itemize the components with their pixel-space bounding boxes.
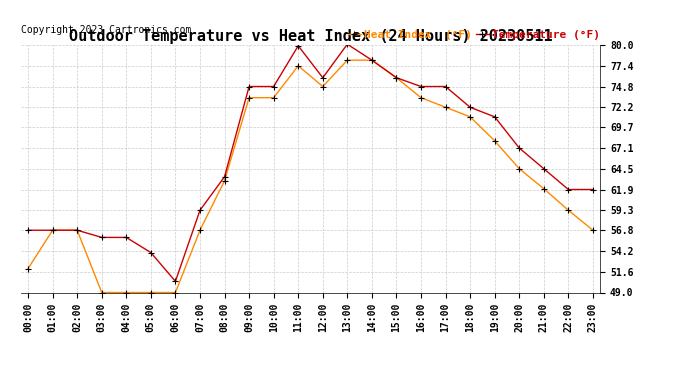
Temperature (°F) <box>220 174 228 179</box>
Temperature (°F) <box>540 166 548 171</box>
Text: Copyright 2023 Cartronics.com: Copyright 2023 Cartronics.com <box>21 25 191 35</box>
Temperature (°F) <box>294 44 302 48</box>
Heat Index  (°F) <box>270 96 278 100</box>
Line: Heat Index  (°F): Heat Index (°F) <box>26 57 595 295</box>
Temperature (°F) <box>343 42 351 46</box>
Temperature (°F) <box>564 187 573 192</box>
Heat Index  (°F) <box>97 290 106 295</box>
Heat Index  (°F) <box>491 138 499 143</box>
Heat Index  (°F) <box>368 58 376 62</box>
Heat Index  (°F) <box>171 290 179 295</box>
Heat Index  (°F) <box>220 178 228 183</box>
Temperature (°F) <box>270 84 278 89</box>
Temperature (°F) <box>393 75 401 80</box>
Temperature (°F) <box>24 228 32 232</box>
Heat Index  (°F) <box>73 228 81 232</box>
Legend: Heat Index  (°F), Temperature (°F): Heat Index (°F), Temperature (°F) <box>348 30 600 40</box>
Heat Index  (°F) <box>294 63 302 68</box>
Temperature (°F) <box>515 146 524 150</box>
Heat Index  (°F) <box>417 96 425 100</box>
Heat Index  (°F) <box>319 84 327 89</box>
Temperature (°F) <box>147 251 155 255</box>
Heat Index  (°F) <box>589 228 597 232</box>
Temperature (°F) <box>48 228 57 232</box>
Heat Index  (°F) <box>245 96 253 100</box>
Temperature (°F) <box>122 235 130 240</box>
Temperature (°F) <box>368 58 376 62</box>
Heat Index  (°F) <box>393 75 401 80</box>
Temperature (°F) <box>417 84 425 89</box>
Heat Index  (°F) <box>147 290 155 295</box>
Temperature (°F) <box>442 84 450 89</box>
Temperature (°F) <box>466 105 474 110</box>
Line: Temperature (°F): Temperature (°F) <box>26 41 595 284</box>
Temperature (°F) <box>319 75 327 80</box>
Heat Index  (°F) <box>343 58 351 62</box>
Heat Index  (°F) <box>540 186 548 191</box>
Heat Index  (°F) <box>48 228 57 232</box>
Temperature (°F) <box>491 115 499 119</box>
Temperature (°F) <box>245 84 253 89</box>
Heat Index  (°F) <box>442 105 450 110</box>
Heat Index  (°F) <box>122 290 130 295</box>
Temperature (°F) <box>97 235 106 240</box>
Temperature (°F) <box>73 228 81 232</box>
Temperature (°F) <box>196 208 204 213</box>
Heat Index  (°F) <box>466 115 474 119</box>
Heat Index  (°F) <box>24 266 32 271</box>
Temperature (°F) <box>589 187 597 192</box>
Heat Index  (°F) <box>564 208 573 213</box>
Title: Outdoor Temperature vs Heat Index (24 Hours) 20230511: Outdoor Temperature vs Heat Index (24 Ho… <box>69 29 552 44</box>
Heat Index  (°F) <box>196 228 204 232</box>
Temperature (°F) <box>171 279 179 284</box>
Heat Index  (°F) <box>515 166 524 171</box>
